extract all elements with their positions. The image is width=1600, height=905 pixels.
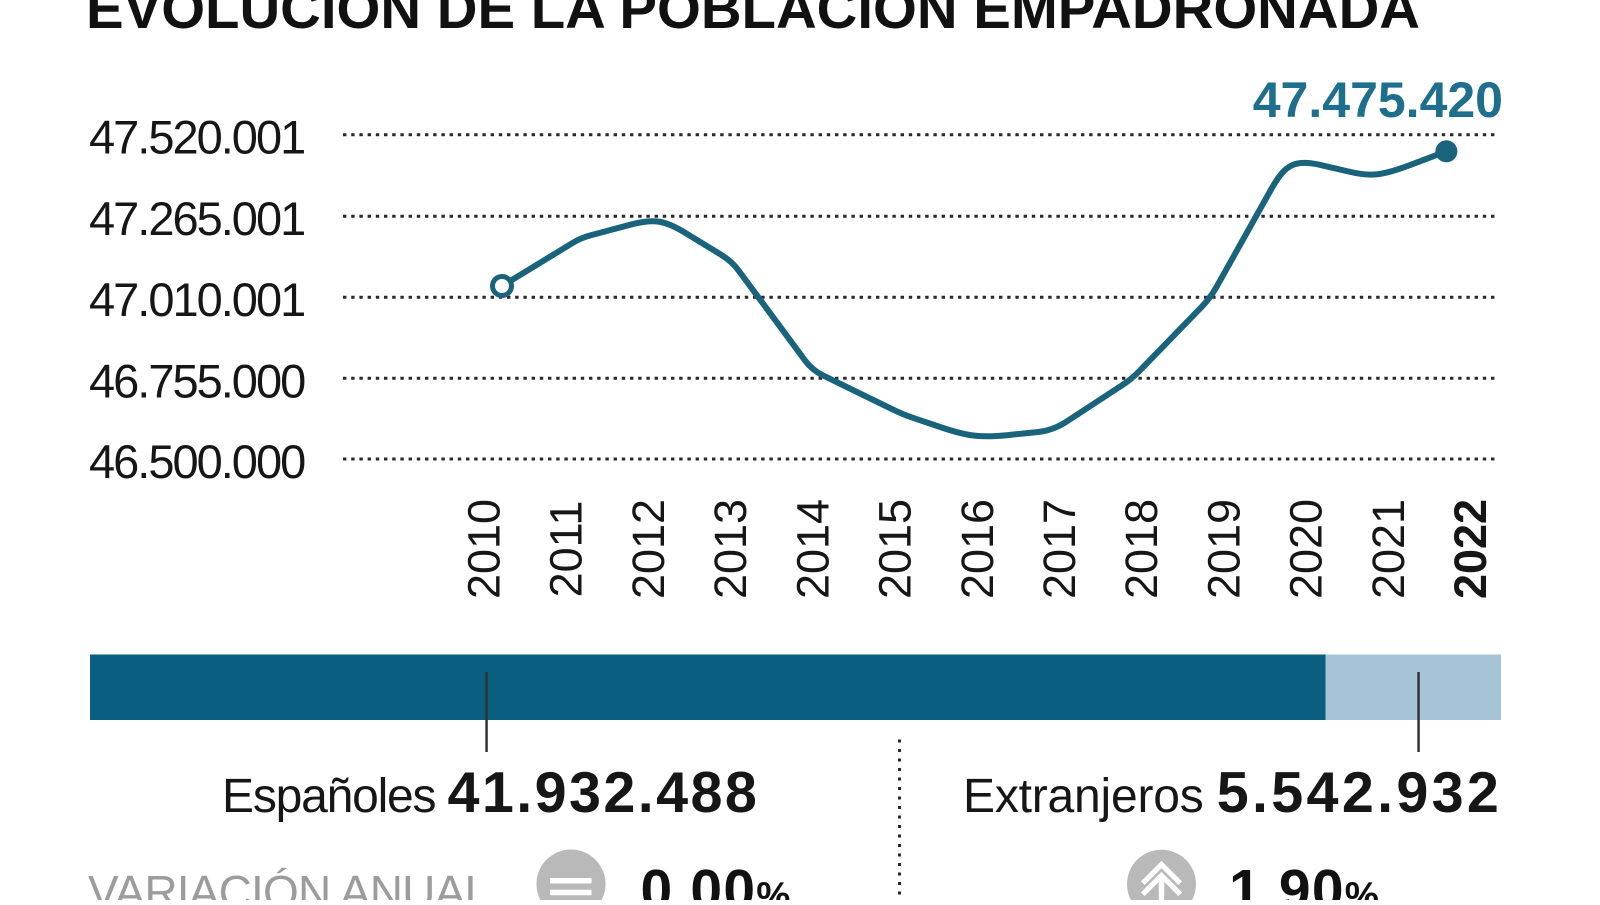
svg-text:2021: 2021 <box>1363 499 1414 599</box>
svg-text:2020: 2020 <box>1281 499 1332 599</box>
svg-text:VARIACIÓN ANUAL: VARIACIÓN ANUAL <box>88 866 489 900</box>
svg-text:EVOLUCIÓN DE LA POBLACIÓN EMPA: EVOLUCIÓN DE LA POBLACIÓN EMPADRONADA <box>86 0 1420 40</box>
svg-text:1.90%: 1.90% <box>1229 858 1379 900</box>
svg-text:2018: 2018 <box>1116 499 1167 599</box>
svg-text:2014: 2014 <box>787 499 838 599</box>
svg-text:46.500.000: 46.500.000 <box>89 435 305 488</box>
svg-text:2012: 2012 <box>623 499 674 599</box>
svg-text:0.00%: 0.00% <box>641 858 791 900</box>
svg-text:Extranjeros 5.542.932: Extranjeros 5.542.932 <box>963 761 1502 825</box>
svg-text:2013: 2013 <box>705 499 756 599</box>
svg-text:2019: 2019 <box>1199 499 1250 599</box>
svg-text:47.010.001: 47.010.001 <box>89 273 304 326</box>
svg-text:47.475.420: 47.475.420 <box>1253 72 1503 128</box>
svg-text:Españoles 41.932.488: Españoles 41.932.488 <box>222 761 759 825</box>
svg-text:2010: 2010 <box>458 499 509 599</box>
svg-text:2016: 2016 <box>952 499 1003 599</box>
svg-text:47.265.001: 47.265.001 <box>89 192 304 245</box>
svg-text:47.520.001: 47.520.001 <box>89 111 304 164</box>
svg-text:46.755.000: 46.755.000 <box>89 354 305 407</box>
svg-text:2015: 2015 <box>870 499 921 599</box>
svg-text:2011: 2011 <box>541 501 592 598</box>
svg-text:2017: 2017 <box>1034 499 1085 599</box>
svg-text:2022: 2022 <box>1445 499 1496 599</box>
